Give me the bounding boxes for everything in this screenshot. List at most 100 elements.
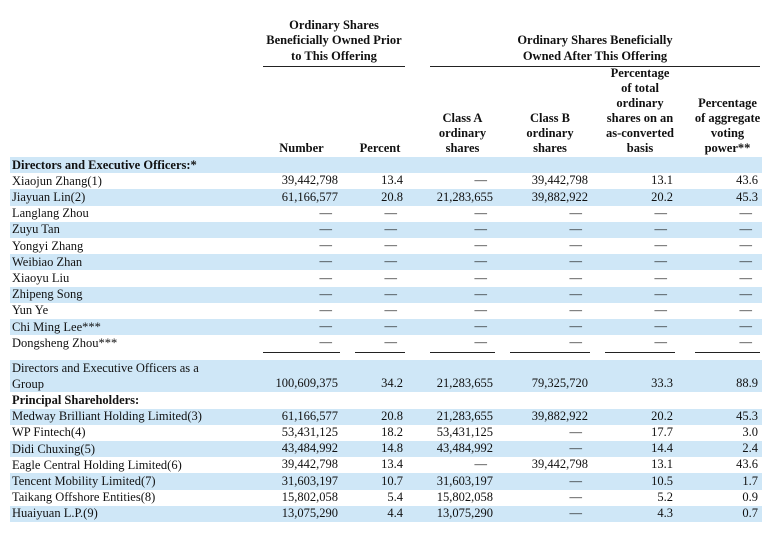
cell: 14.4 bbox=[651, 441, 673, 456]
cell: 39,442,798 bbox=[281, 457, 338, 472]
cell: — bbox=[319, 270, 333, 285]
cell: — bbox=[569, 254, 583, 269]
cell: 0.7 bbox=[742, 506, 758, 520]
row-label: Chi Ming Lee*** bbox=[12, 319, 101, 334]
cell: 13.1 bbox=[651, 173, 673, 188]
cell: 13.4 bbox=[381, 457, 403, 472]
group-header: to This Offering bbox=[291, 48, 377, 63]
cell: — bbox=[739, 286, 753, 301]
cell: 10.5 bbox=[651, 473, 673, 488]
column-header: of aggregate bbox=[694, 111, 761, 125]
cell: 61,166,577 bbox=[281, 408, 338, 423]
cell: — bbox=[474, 238, 488, 253]
column-header: ordinary bbox=[438, 126, 487, 140]
group-header: Ordinary Shares bbox=[289, 17, 379, 32]
cell: — bbox=[569, 506, 583, 520]
column-header: ordinary bbox=[616, 96, 664, 110]
section-title: Directors and Executive Officers:* bbox=[12, 157, 197, 172]
cell: — bbox=[569, 441, 583, 456]
column-header: ordinary bbox=[526, 126, 574, 140]
cell: — bbox=[319, 335, 333, 350]
row-band bbox=[10, 189, 762, 206]
row-label: Zuyu Tan bbox=[12, 222, 60, 237]
cell: — bbox=[384, 238, 398, 253]
column-header: of total bbox=[621, 81, 659, 95]
cell: 0.9 bbox=[742, 489, 758, 504]
cell: 39,882,922 bbox=[531, 408, 588, 423]
row-band bbox=[10, 221, 762, 238]
column-header: Percent bbox=[359, 141, 401, 155]
section-rule bbox=[510, 352, 590, 354]
row-band bbox=[10, 319, 762, 336]
column-header: Class B bbox=[530, 111, 570, 125]
cell: 39,442,798 bbox=[531, 173, 588, 188]
column-header: shares bbox=[445, 141, 480, 155]
cell: — bbox=[569, 286, 583, 301]
group-rule bbox=[263, 66, 405, 67]
row-label: Group bbox=[12, 376, 44, 391]
row-band bbox=[10, 286, 762, 303]
cell: — bbox=[384, 222, 398, 236]
cell: — bbox=[319, 222, 333, 236]
cell: 45.3 bbox=[736, 408, 758, 423]
cell: 39,442,798 bbox=[531, 457, 588, 472]
cell: — bbox=[384, 319, 398, 334]
section-rule bbox=[263, 352, 340, 354]
row-label: Medway Brilliant Holding Limited(3) bbox=[12, 409, 202, 424]
section-rule bbox=[430, 352, 495, 354]
row-label: Taikang Offshore Entities(8) bbox=[12, 490, 156, 505]
cell: 18.2 bbox=[381, 425, 403, 439]
cell: — bbox=[569, 270, 583, 285]
section-rule bbox=[695, 352, 760, 354]
cell: 4.4 bbox=[387, 506, 403, 520]
cell: 43.6 bbox=[736, 173, 758, 188]
cell: 88.9 bbox=[736, 376, 758, 391]
column-header: Number bbox=[279, 141, 324, 155]
cell: 3.0 bbox=[742, 425, 758, 439]
cell: 20.8 bbox=[381, 408, 403, 423]
row-label: Dongsheng Zhou*** bbox=[12, 335, 118, 350]
cell: — bbox=[739, 222, 753, 236]
cell: 5.2 bbox=[657, 489, 673, 504]
cell: — bbox=[474, 319, 488, 334]
cell: 13.1 bbox=[651, 457, 673, 472]
row-band bbox=[10, 157, 762, 174]
cell: 21,283,655 bbox=[436, 376, 493, 391]
cell: — bbox=[384, 270, 398, 285]
row-label: Jiayuan Lin(2) bbox=[12, 189, 86, 204]
cell: — bbox=[569, 335, 583, 350]
cell: — bbox=[739, 319, 753, 334]
row-label: Didi Chuxing(5) bbox=[12, 441, 95, 456]
cell: — bbox=[319, 205, 333, 220]
cell: — bbox=[569, 222, 583, 236]
cell: — bbox=[654, 303, 668, 317]
cell: — bbox=[569, 425, 583, 439]
column-header: basis bbox=[626, 141, 654, 155]
group-header: Owned After This Offering bbox=[522, 48, 668, 63]
cell: — bbox=[569, 489, 583, 504]
cell: 53,431,125 bbox=[281, 425, 338, 439]
section-rule bbox=[605, 352, 675, 354]
cell: — bbox=[384, 303, 398, 317]
cell: 31,603,197 bbox=[281, 473, 338, 488]
cell: — bbox=[319, 319, 333, 334]
row-label: Xiaoyu Liu bbox=[12, 270, 70, 285]
cell: — bbox=[739, 238, 753, 253]
cell: 2.4 bbox=[742, 441, 758, 456]
cell: — bbox=[384, 335, 398, 350]
cell: — bbox=[654, 270, 668, 285]
row-band bbox=[10, 441, 762, 458]
cell: 45.3 bbox=[736, 189, 758, 204]
column-header: as-converted bbox=[605, 126, 675, 140]
cell: — bbox=[739, 205, 753, 220]
cell: 79,325,720 bbox=[531, 376, 588, 391]
cell: — bbox=[474, 457, 488, 472]
cell: — bbox=[474, 222, 488, 236]
cell: 20.2 bbox=[651, 189, 673, 204]
column-header: Percentage bbox=[698, 96, 757, 110]
column-header: Percentage bbox=[610, 66, 670, 80]
cell: — bbox=[739, 254, 753, 269]
cell: 13.4 bbox=[381, 173, 403, 188]
cell: 20.2 bbox=[651, 408, 673, 423]
